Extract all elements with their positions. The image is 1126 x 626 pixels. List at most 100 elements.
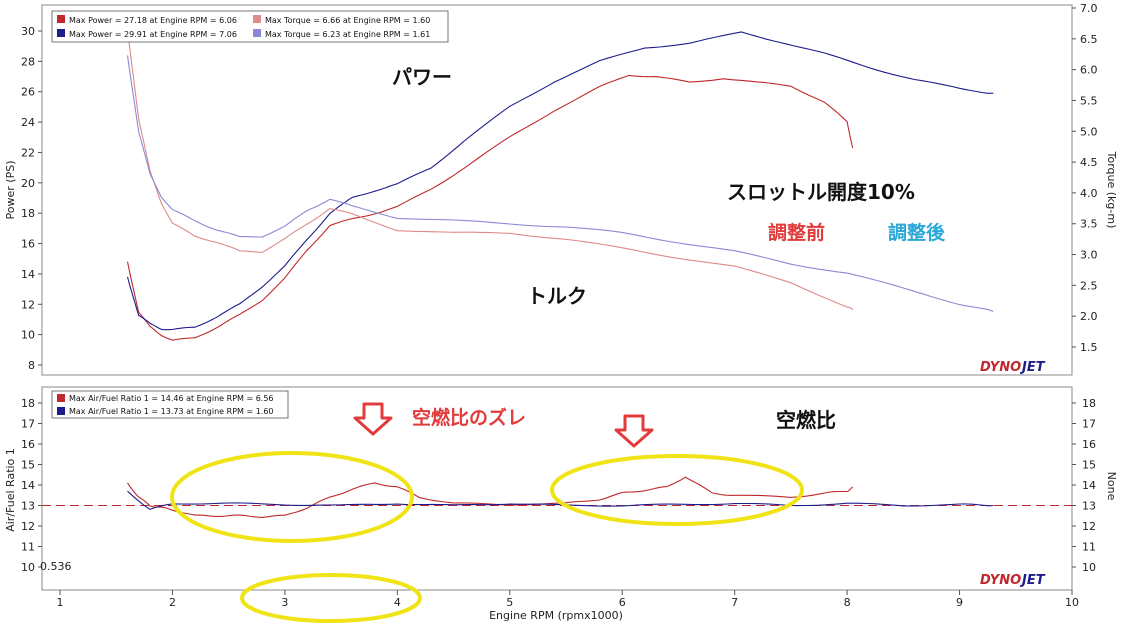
- power-tick-label: 24: [21, 116, 35, 129]
- power-tick-label: 22: [21, 146, 35, 159]
- rpm-tick-label: 2: [169, 596, 176, 609]
- afr-tick-label: 10: [21, 561, 35, 574]
- rpm-tick-label: 6: [619, 596, 626, 609]
- top-legend-box: [51, 10, 449, 43]
- svg-text:DYNO: DYNO: [980, 360, 1021, 375]
- afr-tick-label: 17: [21, 418, 35, 431]
- torque-before-line: [126, 28, 854, 311]
- afr-right-tick-label: 16: [1082, 438, 1096, 451]
- power-tick-label: 28: [21, 55, 35, 68]
- rpm-tick-label: 8: [844, 596, 851, 609]
- note-after: 調整後: [888, 221, 946, 244]
- torque-after-line: [126, 55, 994, 312]
- torque-axis-label: Torque (kg-m): [1105, 151, 1118, 229]
- afr-right-tick-label: 10: [1082, 561, 1096, 574]
- torque-tick-label: 2.0: [1080, 310, 1098, 323]
- power-tick-label: 30: [21, 25, 35, 38]
- torque-tick-label: 1.5: [1080, 341, 1098, 354]
- power-before-line: [126, 74, 854, 341]
- legend-power-after: Max Power = 29.91 at Engine RPM = 7.06: [69, 30, 237, 39]
- note-throttle: スロットル開度10%: [727, 180, 915, 204]
- rpm-tick-label: 9: [956, 596, 963, 609]
- torque-tick-label: 2.5: [1080, 279, 1098, 292]
- bottom-legend-box: [51, 390, 289, 419]
- rpm-tick-label: 3: [281, 596, 288, 609]
- torque-tick-label: 5.5: [1080, 94, 1098, 107]
- bottom-plot-frame: [41, 386, 1073, 591]
- afr-tick-label: 15: [21, 459, 35, 472]
- afr-right-tick-label: 14: [1082, 479, 1096, 492]
- rpm-tick-label: 5: [506, 596, 513, 609]
- afr-right-tick-label: 18: [1082, 397, 1096, 410]
- legend-swatch-power-before: [57, 15, 65, 23]
- torque-tick-label: 4.5: [1080, 156, 1098, 169]
- afr-right-tick-label: 12: [1082, 520, 1096, 533]
- highlight-ellipse-rpm-range: [240, 573, 422, 623]
- torque-tick-label: 5.0: [1080, 125, 1098, 138]
- down-arrow-icon: [353, 402, 393, 436]
- power-after-line: [126, 31, 994, 331]
- air-fuel-panel: 10 11 12 13 14 15 16 17 18 10 11 12 13 14 15 16 17 18 Ai…: [4, 386, 1118, 591]
- rpm-tick-label: 10: [1065, 596, 1079, 609]
- legend-swatch-torque-after: [253, 29, 261, 37]
- power-tick-label: 20: [21, 177, 35, 190]
- power-tick-label: 18: [21, 207, 35, 220]
- torque-tick-label: 6.5: [1080, 33, 1098, 46]
- power-torque-panel: 8 10 12 14 16 18 20 22 24 26 28 30 1.5 2.0 2.5 3.0 3.5 4…: [4, 2, 1118, 376]
- bottom-series: [127, 476, 994, 518]
- legend-swatch-afr-after: [57, 407, 65, 415]
- afr-right-tick-label: 13: [1082, 500, 1096, 513]
- legend-afr-after: Max Air/Fuel Ratio 1 = 13.73 at Engine R…: [69, 407, 274, 416]
- svg-text:DYNO: DYNO: [980, 573, 1021, 588]
- legend-power-before: Max Power = 27.18 at Engine RPM = 6.06: [69, 16, 237, 25]
- dynojet-logo-bottom: DYNO JET: [980, 573, 1046, 588]
- afr-tick-label: 16: [21, 438, 35, 451]
- power-tick-label: 16: [21, 238, 35, 251]
- legend-swatch-power-after: [57, 29, 65, 37]
- torque-tick-label: 3.0: [1080, 249, 1098, 262]
- afr-tick-label: 18: [21, 397, 35, 410]
- power-tick-label: 10: [21, 329, 35, 342]
- highlight-ellipse-low-rpm: [170, 451, 414, 543]
- power-tick-label: 14: [21, 268, 35, 281]
- svg-text:JET: JET: [1019, 573, 1046, 588]
- dynojet-logo-top: DYNO JET: [980, 360, 1046, 375]
- afr-tick-label: 12: [21, 520, 35, 533]
- afr-right-tick-label: 11: [1082, 541, 1096, 554]
- cursor-value: 0.536: [40, 560, 72, 573]
- top-legend: Max Power = 27.18 at Engine RPM = 6.06 M…: [51, 10, 449, 43]
- afr-axis-label: Air/Fuel Ratio 1: [4, 448, 17, 532]
- afr-right-tick-label: 17: [1082, 418, 1096, 431]
- down-arrow-icon: [614, 414, 654, 448]
- rpm-tick-label: 7: [731, 596, 738, 609]
- bottom-right-ticks: 10 11 12 13 14 15 16 17 18: [1072, 397, 1096, 574]
- bottom-legend: Max Air/Fuel Ratio 1 = 14.46 at Engine R…: [51, 390, 289, 419]
- bottom-left-ticks: 10 11 12 13 14 15 16 17 18: [21, 397, 42, 574]
- power-tick-label: 12: [21, 298, 35, 311]
- svg-text:JET: JET: [1019, 360, 1046, 375]
- torque-tick-label: 4.0: [1080, 187, 1098, 200]
- rpm-tick-label: 1: [57, 596, 64, 609]
- power-tick-label: 8: [28, 359, 35, 372]
- rpm-tick-label: 4: [394, 596, 401, 609]
- afr-after-line: [127, 490, 994, 511]
- x-axis-ticks: 1 2 3 4 5 6 7 8 9 10: [57, 590, 1079, 609]
- torque-tick-label: 6.0: [1080, 64, 1098, 77]
- afr-before-line: [127, 476, 853, 518]
- note-afr-shift: 空燃比のズレ: [412, 406, 526, 429]
- legend-swatch-afr-before: [57, 394, 65, 402]
- afr-tick-label: 14: [21, 479, 35, 492]
- top-series: [126, 28, 994, 341]
- afr-tick-label: 11: [21, 541, 35, 554]
- highlight-ellipse-high-rpm: [550, 454, 804, 526]
- legend-swatch-torque-before: [253, 15, 261, 23]
- legend-torque-after: Max Torque = 6.23 at Engine RPM = 1.61: [265, 30, 430, 39]
- top-left-ticks: 8 10 12 14 16 18 20 22 24 26 28 30: [21, 25, 42, 372]
- note-power: パワー: [392, 65, 452, 89]
- note-torque: トルク: [527, 284, 587, 308]
- afr-right-tick-label: 15: [1082, 459, 1096, 472]
- legend-afr-before: Max Air/Fuel Ratio 1 = 14.46 at Engine R…: [69, 394, 274, 403]
- torque-tick-label: 7.0: [1080, 2, 1098, 15]
- top-plot-frame: [41, 4, 1073, 376]
